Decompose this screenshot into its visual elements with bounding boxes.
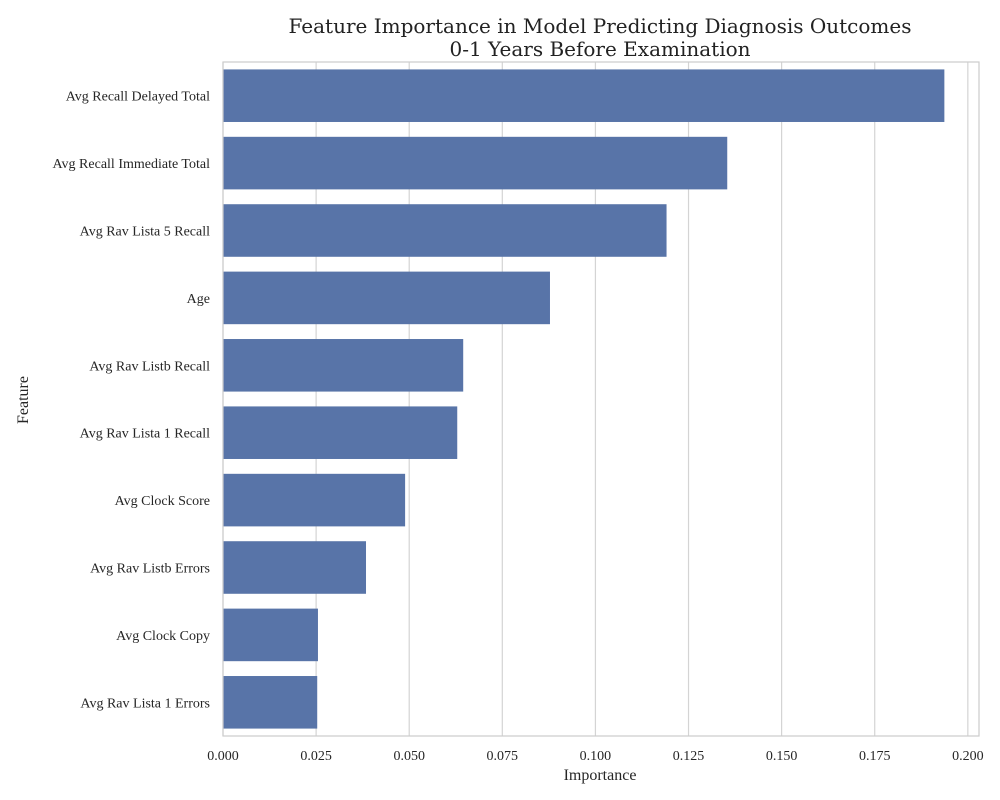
bar — [223, 406, 458, 459]
chart-title-line-2: 0-1 Years Before Examination — [449, 37, 750, 61]
y-tick-label: Avg Recall Immediate Total — [52, 157, 210, 172]
y-tick-label: Avg Rav Lista 5 Recall — [80, 225, 210, 240]
y-tick-label: Avg Rav Listb Recall — [89, 359, 210, 374]
y-tick-label: Avg Rav Listb Errors — [90, 562, 210, 577]
y-axis-label: Feature — [15, 376, 32, 424]
bar — [223, 204, 667, 257]
chart-title-line-1: Feature Importance in Model Predicting D… — [289, 14, 912, 38]
bar — [223, 69, 945, 122]
y-tick-label: Age — [187, 292, 210, 307]
x-tick-label: 0.100 — [580, 749, 612, 764]
x-tick-labels: 0.000 0.025 0.050 0.075 0.100 0.125 0.150 0.175… — [207, 749, 983, 764]
bar — [223, 136, 728, 190]
y-tick-label: Avg Rav Lista 1 Errors — [80, 696, 210, 711]
x-tick-label: 0.075 — [487, 749, 519, 764]
y-tick-label: Avg Recall Delayed Total — [66, 90, 210, 105]
y-tick-label: Avg Rav Lista 1 Recall — [80, 427, 210, 442]
bar — [223, 541, 367, 594]
bar — [223, 608, 318, 662]
bar — [223, 339, 464, 392]
x-tick-label: 0.125 — [673, 749, 705, 764]
bars — [223, 69, 945, 729]
plot-frame — [222, 61, 980, 737]
x-tick-label: 0.175 — [859, 749, 891, 764]
y-tick-label: Avg Clock Copy — [116, 629, 210, 644]
x-tick-label: 0.000 — [207, 749, 239, 764]
chart-title: Feature Importance in Model Predicting D… — [289, 14, 912, 61]
x-axis-label: Importance — [564, 767, 637, 784]
x-tick-label: 0.150 — [766, 749, 798, 764]
x-tick-label: 0.200 — [952, 749, 984, 764]
x-tick-label: 0.025 — [300, 749, 332, 764]
y-tick-label: Avg Clock Score — [115, 494, 210, 509]
bar — [223, 473, 406, 527]
bar — [223, 271, 550, 325]
x-tick-label: 0.050 — [393, 749, 425, 764]
y-tick-labels: Avg Recall Delayed Total Avg Recall Immed… — [52, 90, 210, 712]
bar — [223, 676, 318, 729]
